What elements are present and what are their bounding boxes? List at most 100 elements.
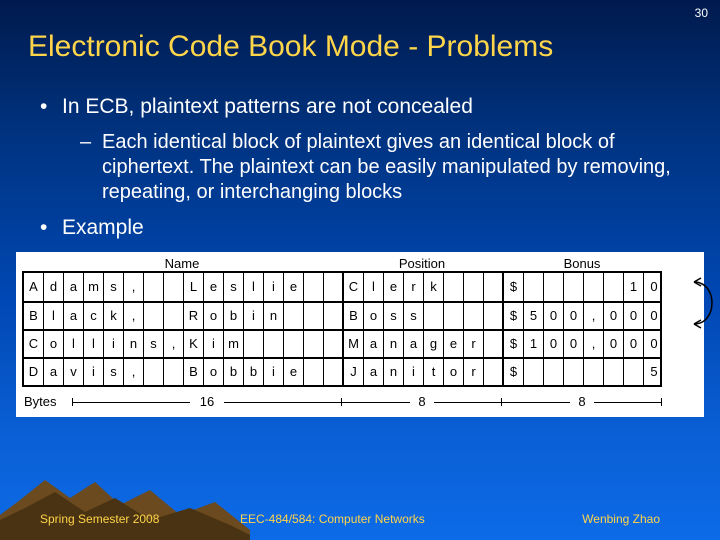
- bullet-2: • Example: [40, 215, 680, 241]
- bullet-1-text: In ECB, plaintext patterns are not conce…: [62, 94, 473, 120]
- cell: r: [464, 359, 484, 385]
- cell: a: [404, 331, 424, 357]
- cell: s: [104, 273, 124, 301]
- cell: b: [224, 303, 244, 329]
- cell: i: [204, 331, 224, 357]
- cell: s: [144, 331, 164, 357]
- cell: $: [504, 331, 524, 357]
- cell: o: [44, 331, 64, 357]
- cell: i: [404, 359, 424, 385]
- cell: [624, 359, 644, 385]
- header-name: Name: [22, 256, 342, 271]
- cell: i: [104, 331, 124, 357]
- cell: 1: [624, 273, 644, 301]
- cell: [524, 273, 544, 301]
- cell: e: [384, 273, 404, 301]
- cell: a: [44, 359, 64, 385]
- cell: i: [244, 303, 264, 329]
- cell: 0: [564, 303, 584, 329]
- cell: 0: [644, 303, 664, 329]
- table-row: Black,RobinBoss$500,000: [24, 301, 660, 329]
- cell: ,: [584, 331, 604, 357]
- cell: s: [384, 303, 404, 329]
- cell: 0: [604, 303, 624, 329]
- cell: l: [64, 331, 84, 357]
- slide-footer: Spring Semester 2008 EEC-484/584: Comput…: [0, 512, 720, 526]
- cell: [544, 273, 564, 301]
- cell: [524, 359, 544, 385]
- cell: M: [344, 331, 364, 357]
- cell: g: [424, 331, 444, 357]
- cell: l: [84, 331, 104, 357]
- cell: k: [104, 303, 124, 329]
- slide-body: • In ECB, plaintext patterns are not con…: [0, 64, 720, 242]
- cell: o: [364, 303, 384, 329]
- cell: [264, 331, 284, 357]
- diagram-headers: Name Position Bonus: [22, 256, 698, 271]
- cell: 0: [624, 331, 644, 357]
- bullet-2-text: Example: [62, 215, 144, 241]
- footer-right: Wenbing Zhao: [520, 512, 680, 526]
- slide-number: 30: [695, 6, 708, 20]
- cell: $: [504, 303, 524, 329]
- seg-bon-val: 8: [578, 394, 585, 409]
- cell: A: [24, 273, 44, 301]
- cell: [304, 303, 324, 329]
- cell: [304, 331, 324, 357]
- cell: a: [364, 359, 384, 385]
- cell: 5: [644, 359, 664, 385]
- cell: i: [84, 359, 104, 385]
- cell: n: [124, 331, 144, 357]
- cell: [484, 273, 504, 301]
- cell: e: [204, 273, 224, 301]
- cell: [444, 303, 464, 329]
- cell: ,: [584, 303, 604, 329]
- ruler-bonus: 8: [502, 394, 662, 409]
- cell: r: [464, 331, 484, 357]
- cell: [324, 359, 344, 385]
- cell: a: [364, 331, 384, 357]
- cell: k: [424, 273, 444, 301]
- cell: l: [244, 273, 264, 301]
- cell: o: [204, 303, 224, 329]
- cell: [144, 359, 164, 385]
- cell: [564, 359, 584, 385]
- cell: [464, 273, 484, 301]
- cell: [564, 273, 584, 301]
- cell: n: [384, 359, 404, 385]
- slide-title: Electronic Code Book Mode - Problems: [0, 0, 720, 64]
- cell: ,: [124, 273, 144, 301]
- cell: e: [444, 331, 464, 357]
- cell: R: [184, 303, 204, 329]
- cell: c: [84, 303, 104, 329]
- header-bonus: Bonus: [502, 256, 662, 271]
- cell: B: [184, 359, 204, 385]
- cell: 0: [644, 331, 664, 357]
- mountain-decoration-icon: [0, 470, 250, 540]
- seg-name-val: 16: [200, 394, 214, 409]
- cell: [584, 359, 604, 385]
- cell: $: [504, 273, 524, 301]
- footer-center: EEC-484/584: Computer Networks: [240, 512, 520, 526]
- cell: s: [404, 303, 424, 329]
- cell: a: [64, 303, 84, 329]
- cell: s: [104, 359, 124, 385]
- cell: ,: [124, 359, 144, 385]
- cell: [604, 273, 624, 301]
- cell: s: [224, 273, 244, 301]
- cell: C: [24, 331, 44, 357]
- cell: [604, 359, 624, 385]
- cell: [304, 273, 324, 301]
- cell: [324, 331, 344, 357]
- footer-left: Spring Semester 2008: [40, 512, 240, 526]
- cell: n: [384, 331, 404, 357]
- ruler-position: 8: [342, 394, 502, 409]
- cell: [164, 273, 184, 301]
- cell: [544, 359, 564, 385]
- bytes-ruler: Bytes 16 8 8: [22, 393, 662, 411]
- cell: i: [264, 359, 284, 385]
- cell: [164, 303, 184, 329]
- cell: [444, 273, 464, 301]
- cell: [484, 303, 504, 329]
- bytes-label: Bytes: [22, 394, 72, 409]
